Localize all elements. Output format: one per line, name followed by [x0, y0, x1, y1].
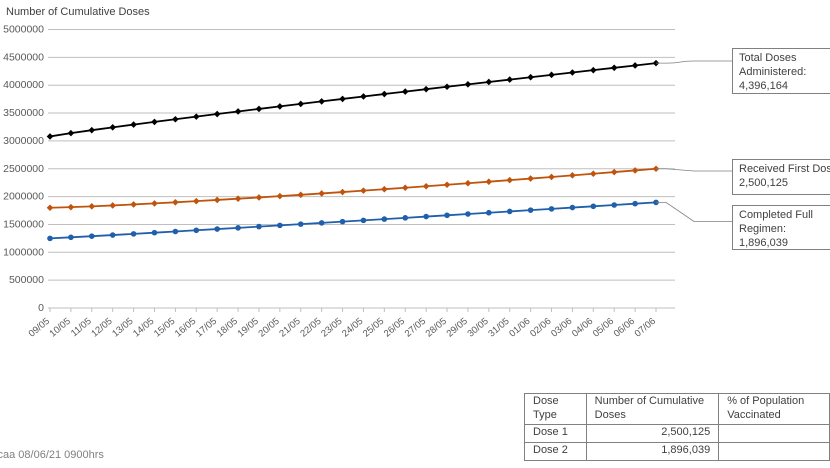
svg-text:24/05: 24/05 [340, 316, 365, 340]
svg-text:2500000: 2500000 [3, 163, 44, 175]
svg-text:30/05: 30/05 [465, 316, 490, 340]
svg-text:13/05: 13/05 [110, 316, 135, 340]
svg-text:14/05: 14/05 [131, 316, 156, 340]
svg-text:4500000: 4500000 [3, 51, 44, 63]
svg-text:2000000: 2000000 [3, 191, 44, 203]
svg-text:23/05: 23/05 [319, 316, 344, 340]
svg-text:04/06: 04/06 [570, 316, 595, 340]
svg-text:20/05: 20/05 [257, 316, 282, 340]
svg-text:03/06: 03/06 [549, 316, 574, 340]
svg-text:21/05: 21/05 [277, 316, 302, 340]
svg-text:05/06: 05/06 [591, 316, 616, 340]
svg-text:18/05: 18/05 [215, 316, 240, 340]
svg-text:1000000: 1000000 [3, 246, 44, 258]
svg-text:31/05: 31/05 [486, 316, 511, 340]
svg-text:12/05: 12/05 [89, 316, 114, 340]
svg-text:15/05: 15/05 [152, 316, 177, 340]
svg-text:28/05: 28/05 [424, 316, 449, 340]
svg-text:16/05: 16/05 [173, 316, 198, 340]
svg-text:06/06: 06/06 [612, 316, 637, 340]
svg-text:11/05: 11/05 [69, 316, 94, 339]
svg-text:01/06: 01/06 [507, 316, 532, 340]
svg-text:4000000: 4000000 [3, 79, 44, 91]
svg-text:3500000: 3500000 [3, 107, 44, 119]
svg-text:09/05: 09/05 [27, 316, 52, 340]
svg-text:0: 0 [38, 302, 44, 314]
svg-text:27/05: 27/05 [403, 316, 428, 340]
svg-text:3000000: 3000000 [3, 135, 44, 147]
svg-text:17/05: 17/05 [194, 316, 219, 340]
svg-text:25/05: 25/05 [361, 316, 386, 340]
svg-text:1500000: 1500000 [3, 218, 44, 230]
svg-text:07/06: 07/06 [633, 316, 658, 340]
svg-text:19/05: 19/05 [236, 316, 261, 340]
svg-text:10/05: 10/05 [48, 316, 73, 340]
svg-text:02/06: 02/06 [528, 316, 553, 340]
svg-text:22/05: 22/05 [298, 316, 323, 340]
svg-text:29/05: 29/05 [445, 316, 470, 340]
svg-text:5000000: 5000000 [3, 24, 44, 36]
svg-text:26/05: 26/05 [382, 316, 407, 340]
svg-text:500000: 500000 [9, 274, 44, 286]
